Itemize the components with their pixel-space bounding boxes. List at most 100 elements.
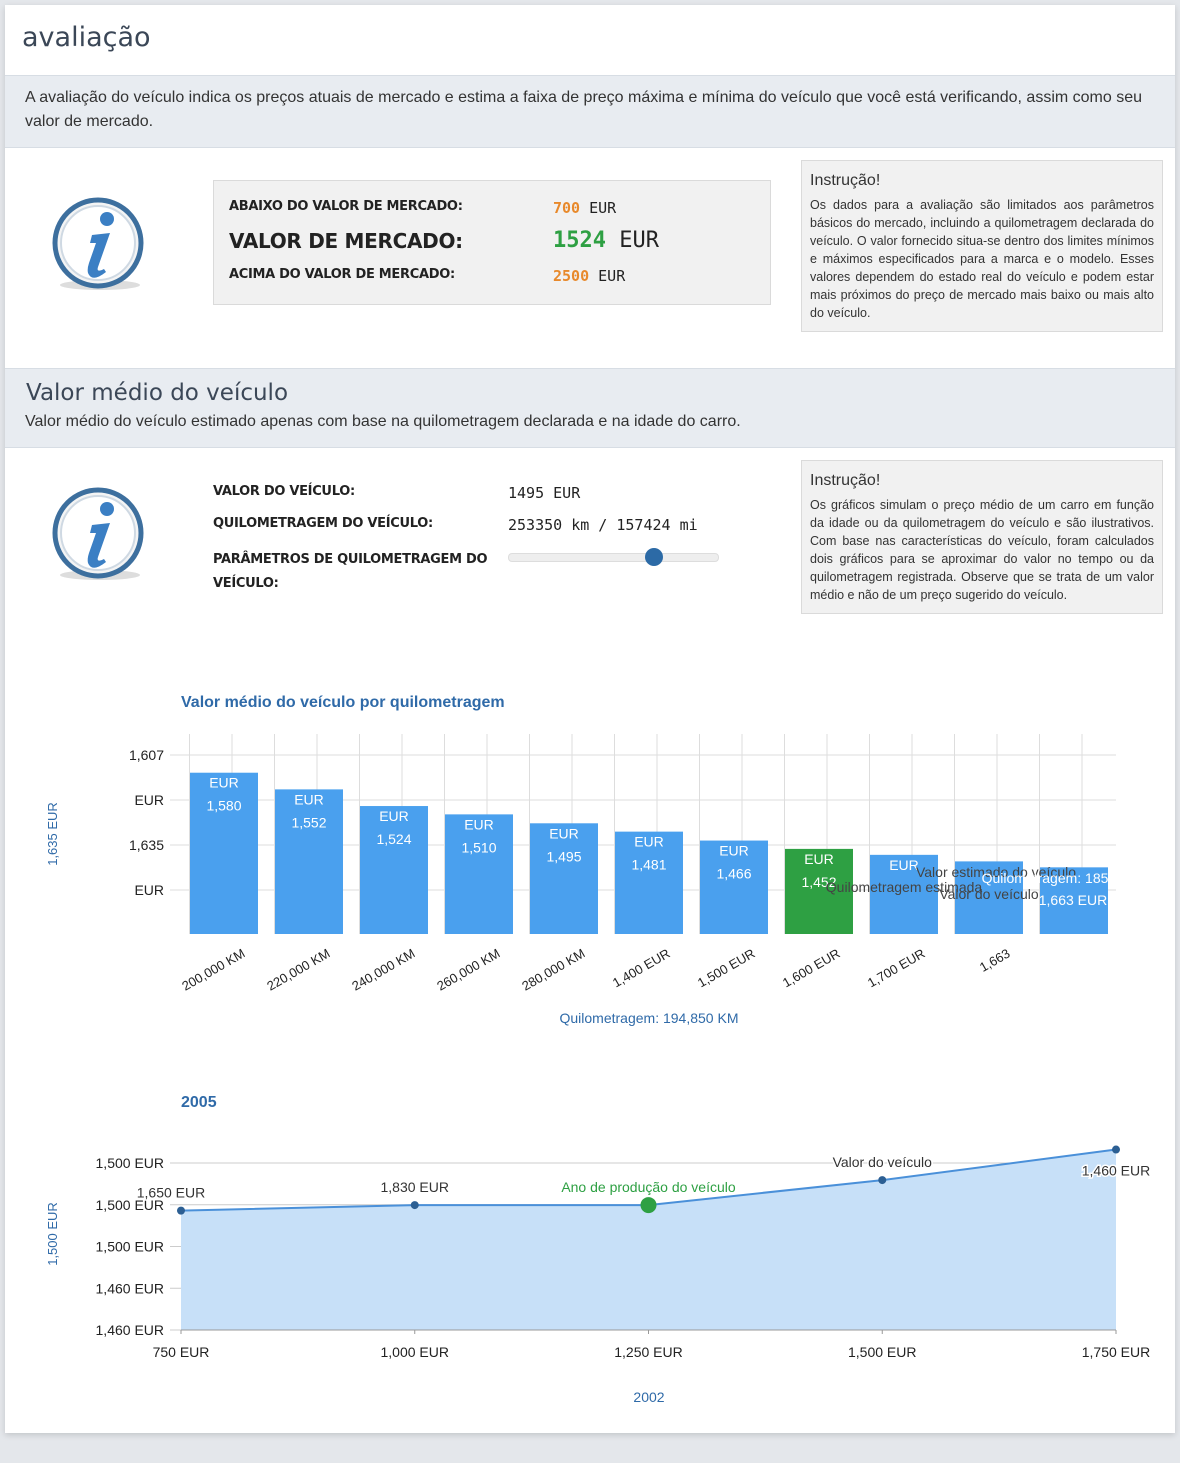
x-tick-label: 750 EUR (153, 1344, 210, 1360)
area (181, 1149, 1116, 1330)
tooltip-text: Valor estimado do veículo (916, 864, 1076, 880)
y-tick-label: 1,460 EUR (96, 1322, 164, 1338)
bar (785, 848, 853, 934)
info-icon (52, 197, 144, 290)
value: 1524 (553, 228, 606, 253)
bar (870, 854, 938, 934)
tooltip-text: Quilometragem: 185 (982, 870, 1109, 886)
y-tick-label: 1,500 EUR (96, 1155, 164, 1171)
bar (190, 772, 258, 934)
bar (275, 789, 343, 934)
x-tick-label: 240,000 KM (349, 946, 417, 994)
x-tick-label: 280,000 KM (519, 946, 587, 994)
y-tick-label: EUR (134, 792, 164, 808)
market-value: 1524 EUR (553, 228, 659, 253)
instruction-text: Os gráficos simulam o preço médio de um … (810, 498, 1154, 602)
intro-text: A avaliação do veículo indica os preços … (25, 89, 1143, 130)
y-axis-title: 1,635 EUR (45, 802, 60, 866)
bar (955, 861, 1023, 934)
instruction-title: Instrução! (810, 172, 881, 189)
bar-unit-label: EUR (464, 816, 494, 832)
point-label: Ano de produção do veículo (561, 1179, 736, 1195)
tooltip-text: Quilometragem estimada (826, 879, 983, 895)
bar-unit-label: EUR (804, 851, 834, 867)
chart-title: Valor médio do veículo por quilometragem (181, 694, 505, 711)
vehicle-label: QUILOMETRAGEM DO VEÍCULO: (213, 516, 433, 531)
bar (445, 814, 513, 934)
x-tick-label: 1,500 EUR (695, 946, 758, 991)
market-value: 700 EUR (553, 199, 616, 217)
y-tick-label: EUR (134, 882, 164, 898)
bar-unit-label: EUR (549, 825, 579, 841)
bar-unit-label: EUR (719, 843, 749, 859)
market-label: ABAIXO DO VALOR DE MERCADO: (229, 199, 463, 214)
x-tick-label: 1,000 EUR (381, 1344, 449, 1360)
chart-title: 2005 (181, 1094, 217, 1111)
bar-value-label: 1,580 (206, 798, 241, 814)
bar-unit-label: EUR (379, 808, 409, 824)
slider-track (508, 553, 719, 562)
x-tick-label: 1,400 EUR (610, 946, 673, 991)
vehicle-label: VALOR DO VEÍCULO: (213, 484, 355, 499)
y-axis-title: 1,500 EUR (45, 1202, 60, 1266)
bar-value-label: 1,466 (716, 866, 751, 882)
x-tick-label: 1,750 EUR (1082, 1344, 1150, 1360)
unit: EUR (619, 228, 659, 253)
unit: EUR (589, 199, 617, 217)
x-axis-title: 2002 (633, 1389, 664, 1405)
point-label: Valor do veículo (833, 1154, 933, 1170)
slider-knob[interactable] (645, 548, 663, 566)
bar (530, 823, 598, 934)
bar (615, 831, 683, 934)
market-label: VALOR DE MERCADO: (229, 229, 463, 253)
x-tick-label: 220,000 KM (264, 946, 332, 994)
bar (360, 806, 428, 934)
bar-value-label: 1,495 (546, 848, 581, 864)
x-axis-title: Quilometragem: 194,850 KM (560, 1010, 739, 1026)
unit: EUR (598, 267, 626, 285)
x-tick-label: 1,250 EUR (614, 1344, 682, 1360)
instruction-text: Os dados para a avaliação são limitados … (810, 198, 1154, 320)
market-box (213, 180, 771, 305)
value: 700 (553, 199, 581, 217)
y-tick-label: 1,500 EUR (96, 1197, 164, 1213)
x-tick-label: 200,000 KM (179, 946, 247, 994)
bar-value-label: 1,524 (376, 831, 411, 847)
page-title: avaliação (22, 22, 151, 53)
section-subtitle: Valor médio do veículo estimado apenas c… (25, 413, 741, 430)
bar (1040, 867, 1108, 934)
instruction-box (801, 460, 1163, 614)
vehicle-value: 253350 km / 157424 mi (508, 516, 698, 534)
tooltip-text: Valor do veículo (939, 886, 1039, 902)
market-value: 2500 EUR (553, 267, 625, 285)
instruction-box (801, 160, 1163, 332)
intro-band (5, 75, 1175, 148)
point (410, 1201, 419, 1210)
y-tick-label: 1,460 EUR (96, 1280, 164, 1296)
market-label: ACIMA DO VALOR DE MERCADO: (229, 267, 455, 282)
point (878, 1176, 887, 1185)
bar-unit-label: EUR (209, 775, 239, 791)
point (1112, 1145, 1120, 1154)
bar-unit-label: EUR (294, 791, 324, 807)
bar-value-label: 1,481 (631, 857, 666, 873)
vehicle-label: PARÂMETROS DE QUILOMETRAGEM DO VEÍCULO: (213, 552, 488, 591)
vehicle-value: 1495 EUR (508, 484, 581, 502)
value: 2500 (553, 267, 590, 285)
bar (700, 840, 768, 934)
x-tick-label: 260,000 KM (434, 946, 502, 994)
bar-value-label: 1,552 (291, 814, 326, 830)
bar-unit-label: EUR (889, 857, 919, 873)
instruction-title: Instrução! (810, 472, 881, 489)
x-tick-label: 1,700 EUR (865, 946, 928, 991)
info-icon (52, 487, 144, 580)
section-title: Valor médio do veículo (26, 380, 289, 406)
charts: Valor médio do veículo por quilometragem… (45, 694, 1152, 1405)
x-tick-label: 1,663 (977, 946, 1013, 975)
point-label: 1,460 EUR (1082, 1163, 1150, 1179)
x-tick-label: 1,500 EUR (848, 1344, 916, 1360)
section-band (5, 368, 1175, 448)
bar-value-label: 1,510 (461, 839, 496, 855)
tooltip-text: 1,663 EUR (1039, 892, 1107, 908)
